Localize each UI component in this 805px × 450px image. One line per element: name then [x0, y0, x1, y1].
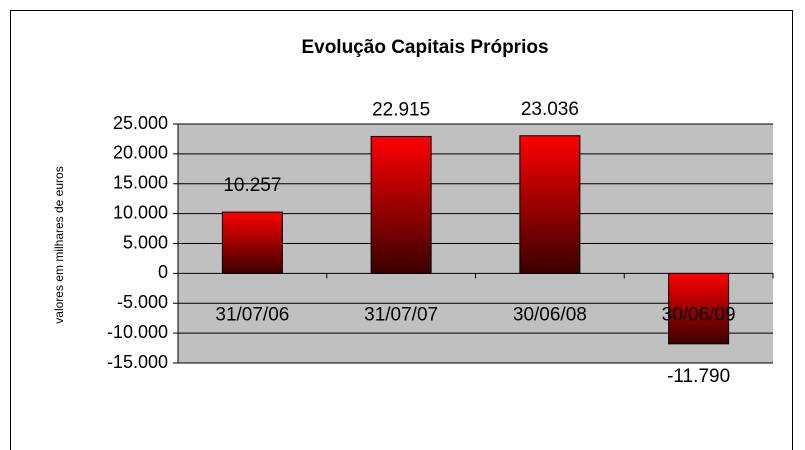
data-label: 22.915 — [372, 99, 430, 120]
x-tick-label: 31/07/06 — [215, 304, 289, 325]
bar — [519, 135, 581, 274]
y-tick-label: 10.000 — [113, 202, 168, 222]
bar — [221, 211, 283, 274]
y-tick-label: 25.000 — [113, 113, 168, 133]
y-tick-label: -15.000 — [107, 352, 168, 372]
x-tick-label: 31/07/07 — [364, 304, 438, 325]
y-tick-label: -10.000 — [107, 322, 168, 342]
y-tick-label: 5.000 — [123, 232, 168, 252]
data-label: 10.257 — [223, 175, 281, 196]
data-label: 23.036 — [521, 99, 579, 120]
y-axis-label: valores em milhares de euros — [52, 166, 66, 323]
data-label: -11.790 — [667, 366, 730, 387]
y-tick-label: 15.000 — [113, 173, 168, 193]
y-tick-label: -5.000 — [117, 292, 168, 312]
y-tick-label: 0 — [158, 262, 168, 282]
bar — [668, 272, 730, 345]
x-tick-label: 30/06/09 — [662, 304, 736, 325]
chart-title: Evolução Capitais Próprios — [301, 37, 548, 58]
y-tick-label: 20.000 — [113, 143, 168, 163]
x-tick-label: 30/06/08 — [513, 304, 587, 325]
bar — [370, 135, 432, 274]
